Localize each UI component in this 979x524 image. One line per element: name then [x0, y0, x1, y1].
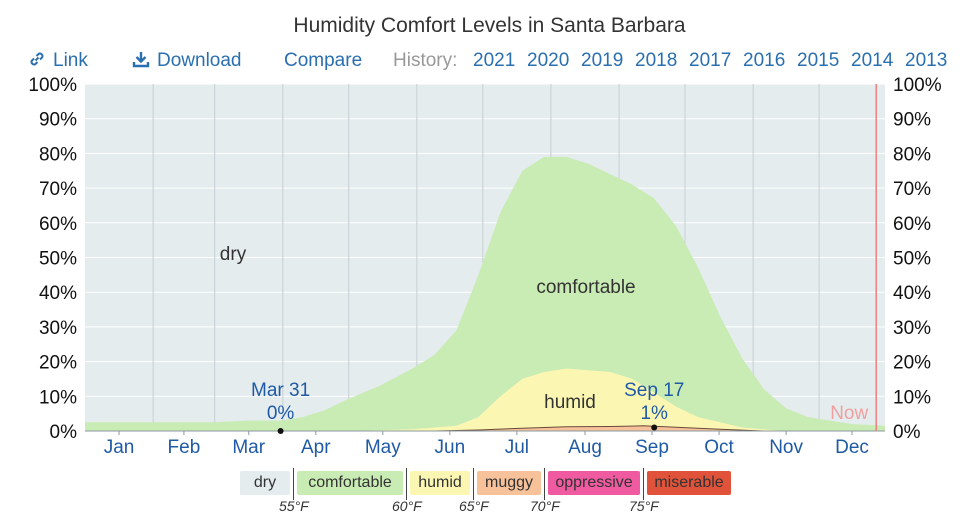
month-label: Jun: [435, 437, 466, 458]
legend-muggy: muggy: [477, 471, 541, 495]
legend-threshold-65: 65°F: [459, 498, 489, 514]
download-icon: [132, 52, 150, 68]
y-tick-right: 20%: [893, 353, 931, 374]
y-tick-left: 80%: [39, 144, 77, 165]
month-label: Feb: [168, 437, 201, 458]
legend-miserable: miserable: [647, 471, 731, 495]
compare-button[interactable]: Compare: [284, 50, 363, 71]
legend-threshold-55: 55°F: [279, 498, 309, 514]
y-tick-left: 30%: [39, 318, 77, 339]
y-tick-right: 80%: [893, 144, 931, 165]
month-label: Dec: [835, 437, 869, 458]
y-tick-left: 100%: [28, 75, 77, 96]
y-tick-right: 30%: [893, 318, 931, 339]
y-tick-left: 60%: [39, 214, 77, 235]
chart-toolbar: Link Download Compare History: 2021 2020…: [0, 50, 979, 74]
annotation-date: Mar 31: [251, 380, 310, 401]
y-tick-left: 70%: [39, 179, 77, 200]
legend-comfortable: comfortable: [297, 471, 403, 495]
link-label: Link: [53, 50, 88, 71]
area-muggy: [85, 425, 885, 431]
legend-divider: [406, 468, 407, 500]
month-label: Aug: [568, 437, 602, 458]
annotation-marker: [277, 428, 284, 434]
chart-title: Humidity Comfort Levels in Santa Barbara: [293, 14, 686, 37]
label-dry: dry: [220, 244, 247, 265]
y-tick-left: 20%: [39, 353, 77, 374]
y-tick-right: 70%: [893, 179, 931, 200]
y-tick-right: 40%: [893, 283, 931, 304]
y-tick-right: 100%: [893, 75, 942, 96]
month-label: Nov: [769, 437, 803, 458]
legend-divider: [293, 468, 294, 500]
legend-humid: humid: [410, 471, 470, 495]
y-tick-left: 90%: [39, 110, 77, 131]
month-label: Apr: [301, 437, 331, 458]
y-tick-right: 0%: [893, 422, 921, 443]
legend-oppressive: oppressive: [548, 471, 640, 495]
legend-divider: [473, 468, 474, 500]
history-year-2015[interactable]: 2015: [797, 50, 840, 71]
history-year-2014[interactable]: 2014: [851, 50, 894, 71]
y-tick-right: 90%: [893, 110, 931, 131]
annotation-value: 1%: [640, 403, 668, 424]
y-tick-left: 40%: [39, 283, 77, 304]
download-button[interactable]: Download: [132, 50, 242, 72]
legend-dry: dry: [240, 471, 290, 495]
history-year-2020[interactable]: 2020: [527, 50, 570, 71]
download-label: Download: [157, 50, 242, 71]
month-label: Sep: [635, 437, 669, 458]
history-label: History:: [393, 50, 458, 71]
history-year-2018[interactable]: 2018: [635, 50, 678, 71]
annotation-date: Sep 17: [624, 380, 684, 401]
month-label: Mar: [232, 437, 265, 458]
history-year-2019[interactable]: 2019: [581, 50, 624, 71]
link-button[interactable]: Link: [28, 50, 88, 72]
month-label: Jul: [505, 437, 529, 458]
legend-threshold-70: 70°F: [530, 498, 560, 514]
legend-divider: [643, 468, 644, 500]
now-label: Now: [830, 403, 868, 424]
history-year-2021[interactable]: 2021: [473, 50, 516, 71]
humidity-chart: Now 0% 0% 10% 10% 20% 20% 30% 30% 40% 40% 50% 50% 60%…: [28, 75, 942, 458]
y-tick-right: 60%: [893, 214, 931, 235]
history-year-2017[interactable]: 2017: [689, 50, 732, 71]
legend-divider: [544, 468, 545, 500]
annotation-value: 0%: [267, 403, 295, 424]
y-tick-right: 10%: [893, 387, 931, 408]
annotation-marker: [651, 424, 658, 431]
label-humid: humid: [544, 392, 596, 413]
legend-threshold-75: 75°F: [629, 498, 659, 514]
link-icon: [30, 52, 44, 66]
y-tick-right: 50%: [893, 249, 931, 270]
y-tick-left: 50%: [39, 249, 77, 270]
month-label: May: [365, 437, 401, 458]
month-label: Jan: [104, 437, 135, 458]
history-year-2016[interactable]: 2016: [743, 50, 786, 71]
area-humid: [85, 368, 885, 431]
y-tick-left: 10%: [39, 387, 77, 408]
area-comfortable: [85, 156, 885, 431]
label-comfortable: comfortable: [536, 277, 635, 298]
month-label: Oct: [704, 437, 734, 458]
legend: dry comfortable humid muggy oppressive m…: [0, 468, 979, 524]
history-year-2013[interactable]: 2013: [905, 50, 948, 71]
muggy-line: [85, 425, 885, 432]
y-tick-left: 0%: [50, 422, 78, 443]
legend-threshold-60: 60°F: [392, 498, 422, 514]
